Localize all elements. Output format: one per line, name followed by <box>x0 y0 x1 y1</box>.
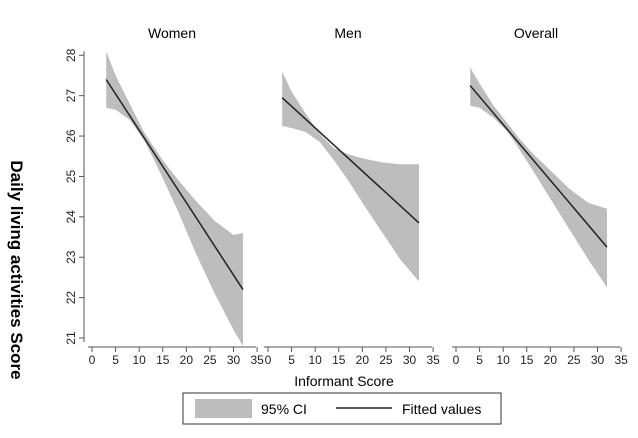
x-tick-label: 15 <box>156 353 170 367</box>
x-axis-label: Informant Score <box>294 373 394 389</box>
x-tick-label: 30 <box>591 353 605 367</box>
x-tick-label: 35 <box>250 353 264 367</box>
y-tick-label: 28 <box>64 48 78 62</box>
panel-men: Men <box>262 25 434 347</box>
legend: 95% CI Fitted values <box>182 392 502 425</box>
x-tick-label: 35 <box>426 353 440 367</box>
x-tick-label: 5 <box>288 353 295 367</box>
x-tick-label: 15 <box>520 353 534 367</box>
legend-ci-label: 95% CI <box>261 401 307 417</box>
legend-line-label: Fitted values <box>402 401 481 417</box>
ci-band <box>282 71 419 282</box>
x-tick-label: 25 <box>203 353 217 367</box>
fitted-line <box>469 85 608 248</box>
x-tick-label: 10 <box>132 353 146 367</box>
x-tick-label: 30 <box>403 353 417 367</box>
x-tick-label: 35 <box>614 353 628 367</box>
x-tick-label: 0 <box>89 353 96 367</box>
y-axis-label: Daily living activities Score <box>7 160 26 380</box>
panel-title: Overall <box>514 25 558 41</box>
axes: 0 5 10 15 20 25 30 35 0 5 10 15 20 25 30 35 0 5 10 15 20 25 30… <box>64 48 628 367</box>
y-tick-label: 21 <box>64 331 78 345</box>
x-tick-label: 0 <box>265 353 272 367</box>
x-tick-label: 30 <box>227 353 241 367</box>
x-tick-label: 15 <box>332 353 346 367</box>
fitted-line <box>105 79 244 290</box>
fitted-line <box>281 97 420 224</box>
y-tick-label: 24 <box>64 210 78 224</box>
panels: Women Men Overall <box>86 25 622 347</box>
x-tick-label: 20 <box>544 353 558 367</box>
x-tick-label: 25 <box>379 353 393 367</box>
x-tick-label: 5 <box>112 353 119 367</box>
panel-overall: Overall <box>450 25 622 347</box>
y-tick-label: 23 <box>64 250 78 264</box>
x-tick-label: 20 <box>180 353 194 367</box>
x-tick-label: 5 <box>476 353 483 367</box>
y-tick-label: 25 <box>64 169 78 183</box>
ci-band <box>470 67 607 288</box>
panel-title: Men <box>334 25 361 41</box>
y-tick-label: 27 <box>64 89 78 103</box>
x-tick-label: 10 <box>496 353 510 367</box>
panel-title: Women <box>148 25 196 41</box>
y-tick-label: 22 <box>64 291 78 305</box>
x-tick-label: 10 <box>308 353 322 367</box>
legend-ci-swatch <box>195 399 252 418</box>
panel-women: Women <box>86 25 258 347</box>
x-tick-label: 25 <box>567 353 581 367</box>
x-tick-label: 0 <box>453 353 460 367</box>
ci-band <box>106 51 243 347</box>
y-tick-label: 26 <box>64 129 78 143</box>
x-tick-label: 20 <box>356 353 370 367</box>
